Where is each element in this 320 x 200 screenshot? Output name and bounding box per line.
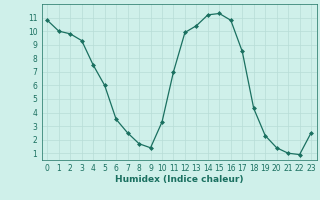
X-axis label: Humidex (Indice chaleur): Humidex (Indice chaleur) bbox=[115, 175, 244, 184]
